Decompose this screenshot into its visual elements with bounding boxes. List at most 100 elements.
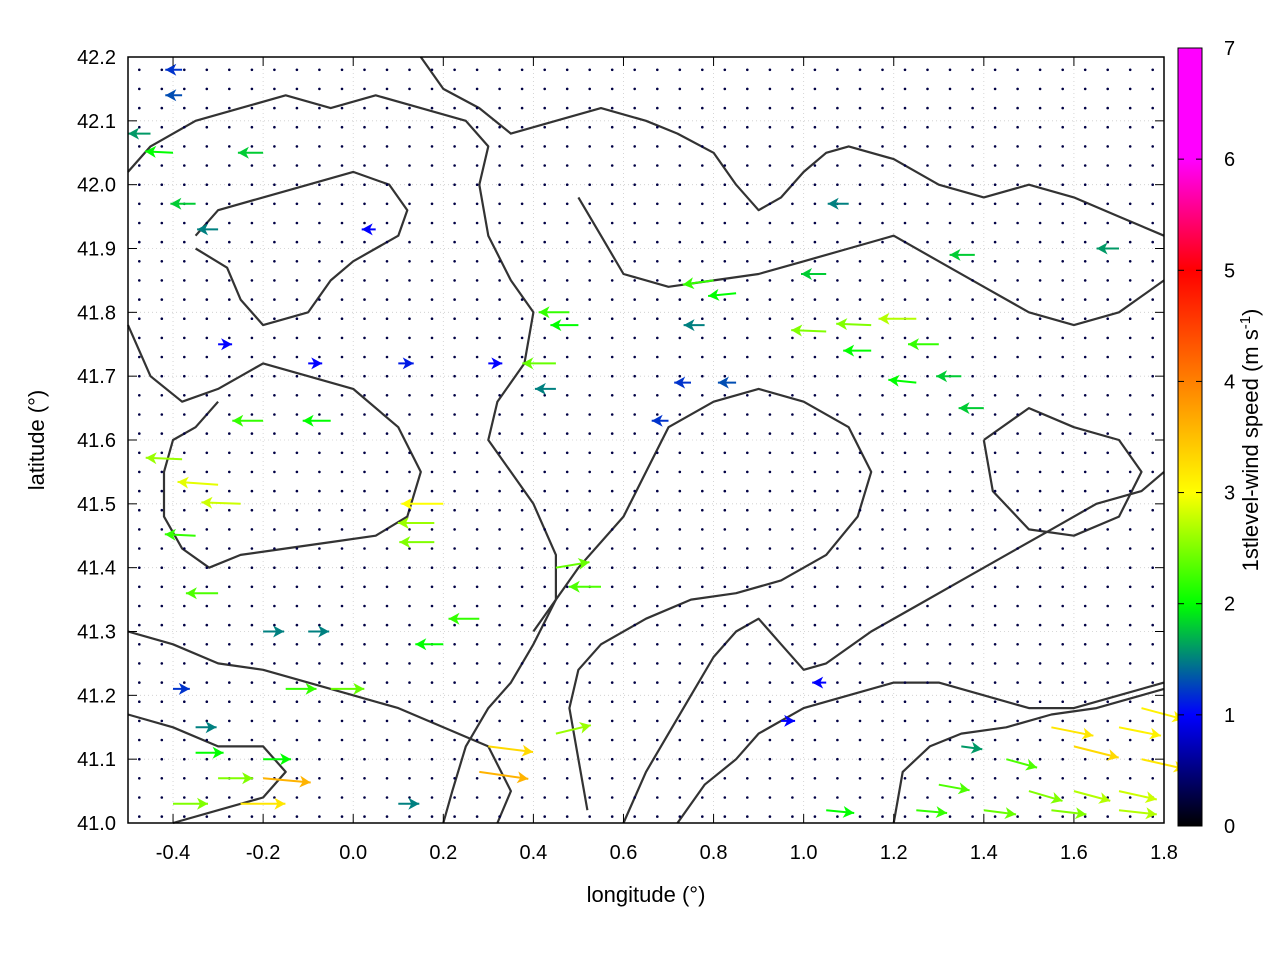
y-tick-label: 41.6: [77, 430, 116, 452]
calm-point: [746, 125, 749, 129]
calm-point: [701, 566, 704, 569]
calm-point: [768, 681, 772, 684]
calm-point: [858, 374, 862, 378]
calm-point: [813, 355, 817, 359]
calm-point: [678, 604, 682, 608]
calm-point: [588, 183, 591, 186]
calm-point: [475, 662, 479, 665]
calm-point: [993, 317, 997, 321]
calm-point: [430, 700, 434, 703]
calm-point: [408, 432, 411, 435]
calm-point: [498, 240, 501, 244]
calm-point: [498, 470, 501, 474]
calm-point: [1151, 317, 1154, 321]
calm-point: [430, 508, 434, 512]
calm-point: [475, 489, 479, 493]
calm-point: [160, 260, 164, 263]
calm-point: [971, 145, 974, 148]
calm-point: [205, 681, 209, 684]
calm-point: [610, 145, 614, 148]
calm-point: [520, 815, 524, 818]
calm-point: [1038, 815, 1042, 818]
calm-point: [205, 547, 209, 550]
calm-point: [971, 164, 974, 167]
colorbar-label-sup: -1: [1237, 316, 1254, 329]
calm-point: [633, 700, 636, 703]
calm-point: [475, 719, 479, 723]
calm-point: [993, 260, 997, 263]
calm-point: [791, 183, 794, 186]
calm-point: [543, 547, 546, 550]
wind-vector-head: [145, 145, 157, 158]
calm-point: [565, 738, 569, 742]
calm-point: [1083, 374, 1087, 378]
calm-point: [791, 796, 794, 799]
calm-point: [1061, 87, 1064, 91]
calm-point: [768, 604, 772, 608]
calm-point: [948, 796, 952, 799]
calm-point: [746, 240, 749, 244]
wind-vector: [218, 338, 233, 351]
calm-point: [385, 681, 389, 684]
calm-point: [363, 260, 366, 263]
calm-point: [138, 623, 141, 627]
calm-point: [1061, 317, 1064, 321]
calm-point: [295, 796, 299, 799]
calm-point: [701, 317, 704, 321]
calm-point: [768, 183, 772, 186]
calm-point: [430, 451, 434, 455]
y-tick-label: 42.2: [77, 47, 116, 69]
wind-vector: [308, 357, 323, 370]
calm-point: [408, 240, 411, 244]
calm-point: [836, 815, 839, 818]
calm-point: [993, 202, 997, 206]
calm-point: [183, 451, 186, 455]
calm-point: [993, 643, 997, 646]
wind-vector: [218, 772, 254, 785]
wind-vector: [263, 775, 311, 788]
calm-point: [430, 757, 434, 761]
calm-point: [363, 719, 366, 723]
calm-point: [520, 489, 524, 493]
calm-point: [430, 87, 434, 91]
calm-point: [1038, 164, 1042, 167]
calm-point: [746, 508, 749, 512]
calm-point: [273, 106, 276, 110]
calm-point: [498, 566, 501, 569]
calm-point: [768, 528, 772, 531]
wind-vector-head: [683, 319, 695, 332]
calm-point: [791, 643, 794, 646]
calm-point: [791, 700, 794, 703]
calm-point: [813, 106, 817, 110]
calm-point: [205, 68, 209, 72]
calm-point: [881, 240, 884, 244]
calm-point: [273, 317, 276, 321]
calm-point: [791, 240, 794, 244]
calm-point: [1128, 738, 1132, 742]
calm-point: [1038, 757, 1042, 761]
calm-point: [723, 202, 727, 206]
calm-point: [453, 317, 456, 321]
calm-point: [295, 643, 299, 646]
calm-point: [768, 413, 772, 416]
calm-point: [858, 700, 862, 703]
calm-point: [340, 68, 344, 72]
calm-point: [340, 470, 344, 474]
calm-point: [430, 566, 434, 569]
calm-point: [160, 374, 164, 378]
wind-vector: [237, 146, 264, 159]
calm-point: [295, 298, 299, 301]
calm-point: [903, 374, 907, 378]
calm-point: [565, 719, 569, 723]
calm-point: [971, 547, 974, 550]
calm-point: [791, 106, 794, 110]
calm-point: [453, 604, 456, 608]
calm-point: [1038, 547, 1042, 550]
calm-point: [610, 681, 614, 684]
calm-point: [1083, 298, 1087, 301]
calm-point: [633, 777, 636, 780]
calm-point: [746, 528, 749, 531]
wind-vector: [401, 497, 444, 510]
calm-point: [813, 260, 817, 263]
calm-point: [340, 604, 344, 608]
